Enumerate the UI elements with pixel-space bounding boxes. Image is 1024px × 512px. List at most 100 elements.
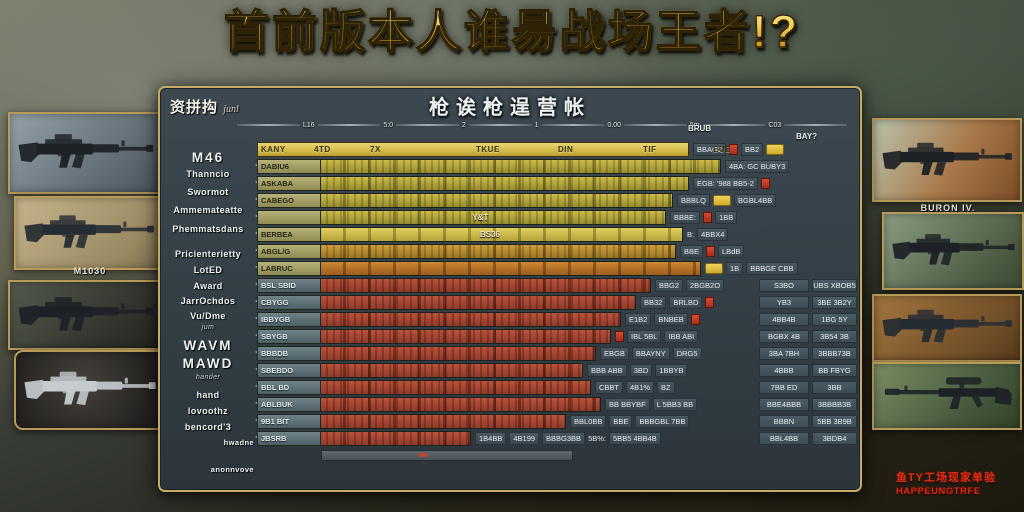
- stats-table: KANY 4TD 7X TKUE DIN TIF EUE BBAG2 BB2 DABIU6 4B…: [257, 138, 857, 468]
- row-cells: BB32 BRLBD: [636, 295, 715, 310]
- column-header: 7X: [370, 145, 381, 154]
- red-badge-icon: [706, 246, 716, 257]
- end-cell: 4B1%: [626, 381, 655, 394]
- row-label: BSL SBID: [257, 278, 321, 293]
- header-bar: KANY 4TD 7X TKUE DIN TIF EUE: [257, 142, 730, 157]
- sidebar-label: Thanncio: [186, 169, 230, 179]
- end-cell: BB2: [741, 143, 764, 156]
- table-stub-row: [321, 450, 573, 461]
- rifle-silhouette-icon: [22, 357, 158, 422]
- weapon-image-card: [14, 350, 166, 430]
- right-cell: 3BBB73B: [812, 347, 857, 360]
- rifle-silhouette-icon: [16, 119, 156, 186]
- end-cell: BGBL4BB: [734, 194, 777, 207]
- sidebar-label: Award: [193, 281, 223, 291]
- row-label: SBEBDO: [257, 363, 321, 378]
- end-cell: BRLBD: [669, 296, 703, 309]
- row-label: SBYGB: [257, 329, 321, 344]
- row-label: 9B1 BIT: [257, 414, 321, 429]
- end-cell: L 5BB3 BB: [652, 398, 698, 411]
- sidebar-label: JarrOchdos: [180, 296, 236, 306]
- sidebar-label: Ammemateatte: [173, 205, 243, 215]
- right-cell: BBBN: [759, 415, 809, 428]
- stat-bar: [321, 380, 591, 395]
- stat-bar: [321, 159, 721, 174]
- row-cells: BBL0BB BBE BBBGBL 7BB: [566, 414, 690, 429]
- stat-bar: [321, 329, 611, 344]
- watermark-line: HAPPEUNGTRFE: [895, 485, 981, 497]
- panel-title: 枪诶枪逞营帐: [429, 97, 591, 119]
- sidebar-label: Pricienterietty: [174, 249, 242, 259]
- stat-bar: [321, 261, 701, 276]
- sidebar-label: anonnvove: [210, 465, 254, 474]
- right-cell: 3BBBB3B: [812, 398, 857, 411]
- weapon-image-card: [872, 362, 1022, 430]
- column-header: TIF: [643, 145, 657, 154]
- end-cell: EGB: '988 BB5-2: [693, 177, 758, 190]
- weapon-image-card: [8, 112, 164, 194]
- column-header: TKUE: [476, 145, 500, 154]
- right-cell: BBE4BBB: [759, 398, 809, 411]
- end-cell: BBBGBL 7BB: [635, 415, 690, 428]
- sidebar-label: hander: [195, 374, 221, 381]
- right-cell: BBL4BB: [759, 432, 809, 445]
- weapon-image-card: [8, 280, 164, 350]
- end-cell: BBBLQ: [677, 194, 711, 207]
- stat-bar: [321, 431, 471, 446]
- end-cell: IBB ABI: [664, 330, 699, 343]
- row-cells: EGB: '988 BB5-2: [689, 176, 770, 191]
- table-row: BBBDB EBGB BBAYNY DRG5 3BA 7BH 3BBB73B: [257, 346, 857, 361]
- end-cell: LBdB: [718, 245, 745, 258]
- red-badge-icon: [615, 331, 624, 342]
- row-cells: CBBT 4B1% BZ: [591, 380, 675, 395]
- weapon-caption: M1030: [73, 266, 107, 276]
- row-label: LABRUC: [257, 261, 321, 276]
- rifle-silhouette-icon: [22, 203, 156, 263]
- sidebar-label: Vu/Dme: [190, 311, 226, 321]
- corner-script-text: junl: [223, 104, 239, 115]
- row-cells: 1B4BB 4B199 BBBG3BB 5B%: 5BB5 4BB4B: [471, 431, 661, 446]
- column-header: KANY: [261, 145, 286, 154]
- end-cell: BBE: [680, 245, 704, 258]
- rifle-silhouette-icon: [880, 126, 1014, 195]
- rifle-silhouette-icon: [880, 300, 1014, 355]
- right-cell: 4BBB: [759, 364, 809, 377]
- row-label: IBBYGB: [257, 312, 321, 327]
- row-label-sidebar: M46 Thanncio Swormot Ammemateatte Phemmatsda…: [162, 88, 254, 490]
- row-label: [257, 210, 321, 225]
- right-cell: BB FBYG: [812, 364, 857, 377]
- table-row: ABGL/G BBE LBdB: [257, 244, 857, 259]
- end-cell: 4B199: [509, 432, 540, 445]
- ruler-label: 5:0: [383, 121, 394, 129]
- watermark-line: 鱼TY工场现家单验: [895, 472, 996, 484]
- row-cells: 1B BBBGE CBB: [701, 261, 798, 276]
- corner-label-text: 资拼抅: [170, 99, 219, 116]
- sidebar-label: WAVM: [183, 338, 233, 353]
- weapon-image-card: [882, 212, 1024, 290]
- end-cell: E1B2: [625, 313, 652, 326]
- ruler-line: [541, 124, 605, 126]
- weapon-caption: BURON IV.: [920, 203, 976, 213]
- right-cell: 4BB4B: [759, 313, 809, 326]
- right-cell: YB3: [759, 296, 809, 309]
- page-title: 首前版本人谁昜战场王者!?: [0, 2, 1024, 62]
- weapon-image-card: [872, 118, 1022, 202]
- end-cell: DRG5: [672, 347, 702, 360]
- row-label: BBBDB: [257, 346, 321, 361]
- end-cell: BBAYNY: [631, 347, 670, 360]
- header-end-cells: BBAG2 BB2: [689, 143, 785, 156]
- table-row: ASKABA EGB: '988 BB5-2: [257, 176, 857, 191]
- table-note: BRUB: [688, 124, 712, 133]
- table-row: Y&T BBBE: 1BB: [257, 210, 857, 225]
- table-row: BBL BD CBBT 4B1% BZ 7BB ED 3BB: [257, 380, 857, 395]
- weapon-image-card: [872, 294, 1022, 362]
- yellow-badge-icon: [713, 195, 732, 206]
- stat-bar: Y&T: [321, 210, 666, 225]
- end-cell: 2BGB2O: [686, 279, 725, 292]
- row-label: JBSRB: [257, 431, 321, 446]
- end-text: 5B%:: [588, 434, 607, 443]
- sidebar-label: M46: [191, 150, 225, 165]
- end-cell: BBBE:: [670, 211, 701, 224]
- rifle-silhouette-icon: [890, 219, 1017, 283]
